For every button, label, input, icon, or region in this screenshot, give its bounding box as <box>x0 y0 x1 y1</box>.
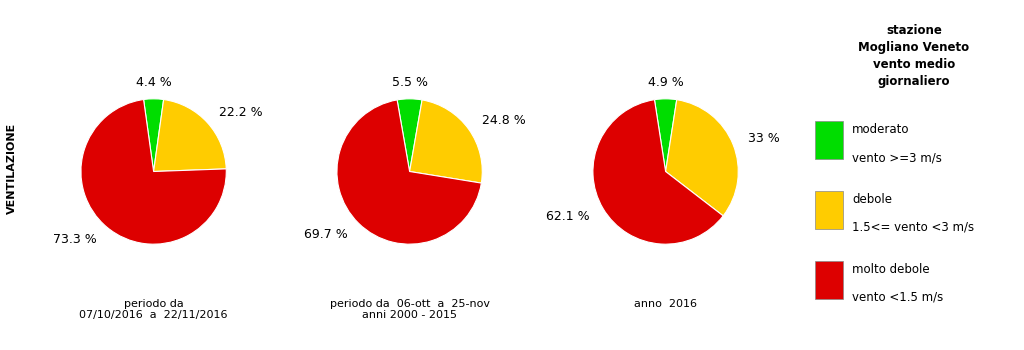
Text: vento >=3 m/s: vento >=3 m/s <box>852 151 942 164</box>
Bar <box>815 121 844 159</box>
Text: molto debole: molto debole <box>852 263 930 276</box>
Text: 4.9 %: 4.9 % <box>648 76 683 89</box>
Text: 24.8 %: 24.8 % <box>482 113 525 127</box>
Text: 62.1 %: 62.1 % <box>546 210 589 223</box>
Wedge shape <box>654 99 677 172</box>
Text: vento <1.5 m/s: vento <1.5 m/s <box>852 291 943 304</box>
Text: 22.2 %: 22.2 % <box>219 106 263 119</box>
Text: moderato: moderato <box>852 123 909 136</box>
Wedge shape <box>154 99 226 172</box>
Text: VENTILAZIONE: VENTILAZIONE <box>7 122 17 214</box>
Text: 1.5<= vento <3 m/s: 1.5<= vento <3 m/s <box>852 221 975 234</box>
Wedge shape <box>143 99 164 172</box>
Bar <box>815 261 844 299</box>
Text: 5.5 %: 5.5 % <box>391 76 428 89</box>
Text: 4.4 %: 4.4 % <box>136 76 171 89</box>
Text: anno  2016: anno 2016 <box>634 299 697 309</box>
Wedge shape <box>397 99 422 172</box>
Text: stazione
Mogliano Veneto
vento medio
giornaliero: stazione Mogliano Veneto vento medio gio… <box>858 25 970 89</box>
Bar <box>815 191 844 229</box>
Wedge shape <box>337 100 481 244</box>
Text: 69.7 %: 69.7 % <box>303 228 347 241</box>
Wedge shape <box>410 100 482 183</box>
Text: 33 %: 33 % <box>748 132 779 145</box>
Text: periodo da
07/10/2016  a  22/11/2016: periodo da 07/10/2016 a 22/11/2016 <box>79 299 228 320</box>
Text: 73.3 %: 73.3 % <box>53 233 96 246</box>
Text: periodo da  06-ott  a  25-nov
anni 2000 - 2015: periodo da 06-ott a 25-nov anni 2000 - 2… <box>330 299 489 320</box>
Wedge shape <box>666 100 738 216</box>
Wedge shape <box>81 99 226 244</box>
Text: debole: debole <box>852 193 892 206</box>
Wedge shape <box>593 100 723 244</box>
